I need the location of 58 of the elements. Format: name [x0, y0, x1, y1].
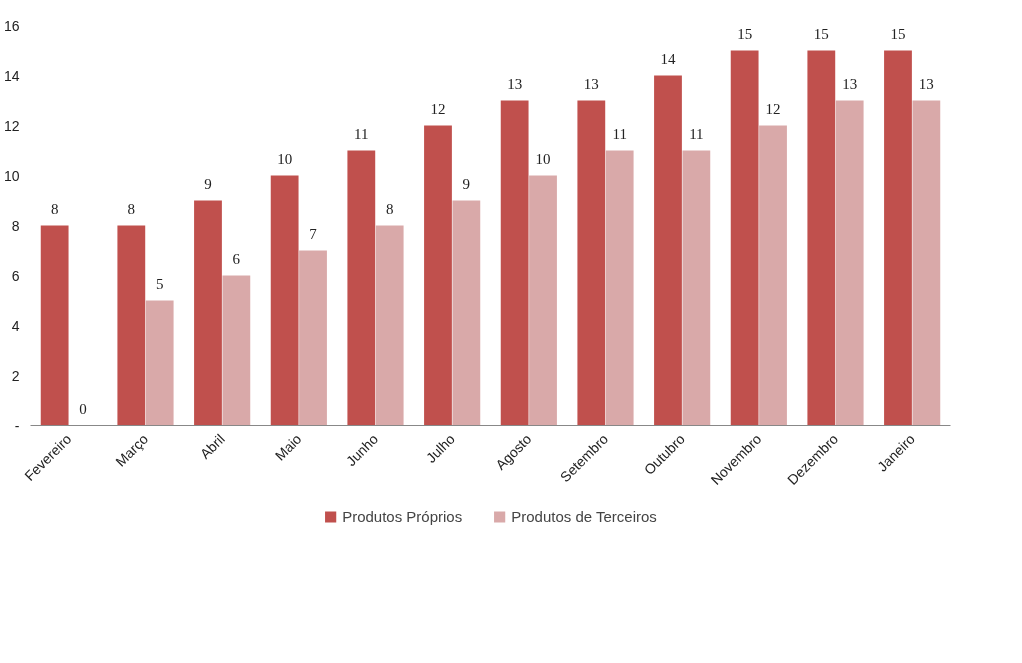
bar: [375, 225, 404, 426]
bar: [577, 100, 606, 426]
data-label: 7: [309, 225, 318, 242]
data-label: 13: [918, 75, 934, 92]
data-label: 11: [354, 125, 369, 142]
y-tick-label: 16: [3, 17, 20, 34]
bar: [347, 150, 376, 426]
bar: [222, 275, 251, 426]
data-label: 11: [612, 125, 627, 142]
legend-label: Produtos de Terceiros: [511, 507, 657, 525]
data-label: 13: [583, 75, 599, 92]
y-tick-label: 8: [11, 217, 20, 234]
data-label: 15: [890, 25, 906, 42]
bar: [835, 100, 864, 426]
y-tick-label: 6: [11, 267, 20, 284]
data-label: 8: [385, 200, 394, 217]
bar: [529, 175, 557, 426]
data-label: 13: [842, 75, 858, 92]
y-tick-label: 10: [3, 167, 20, 184]
data-label: 15: [737, 25, 753, 42]
bar: [424, 125, 452, 426]
bar: [912, 100, 941, 426]
data-label: 10: [277, 150, 293, 167]
bar: [270, 175, 299, 426]
bar: [682, 150, 711, 426]
data-label: 15: [813, 25, 829, 42]
bar: [500, 100, 529, 426]
data-label: 8: [50, 200, 59, 217]
bar: [759, 125, 787, 426]
bar: [40, 225, 69, 426]
bar: [730, 50, 759, 426]
data-label: 12: [765, 100, 781, 117]
data-label: 5: [155, 275, 164, 292]
bar: [605, 150, 634, 426]
bar: [654, 75, 682, 426]
bar: [807, 50, 836, 426]
y-tick-label: 14: [3, 67, 20, 84]
data-label: 9: [204, 175, 212, 192]
bar: [194, 200, 222, 426]
data-label: 14: [660, 50, 676, 67]
y-tick-label: -: [14, 417, 20, 434]
data-label: 11: [689, 125, 704, 142]
bar: [145, 300, 174, 426]
data-label: 10: [535, 150, 551, 167]
bar: [452, 200, 481, 426]
bar: [884, 50, 912, 426]
y-tick-label: 12: [3, 117, 20, 134]
legend-label: Produtos Próprios: [342, 507, 463, 525]
data-label: 0: [79, 400, 87, 417]
data-label: 8: [127, 200, 136, 217]
data-label: 9: [462, 175, 471, 192]
bar: [299, 250, 327, 426]
data-label: 6: [232, 250, 241, 267]
bar: [117, 225, 146, 426]
data-label: 13: [507, 75, 523, 92]
data-label: 12: [430, 100, 446, 117]
y-tick-label: 2: [11, 367, 20, 384]
y-tick-label: 4: [11, 317, 20, 334]
